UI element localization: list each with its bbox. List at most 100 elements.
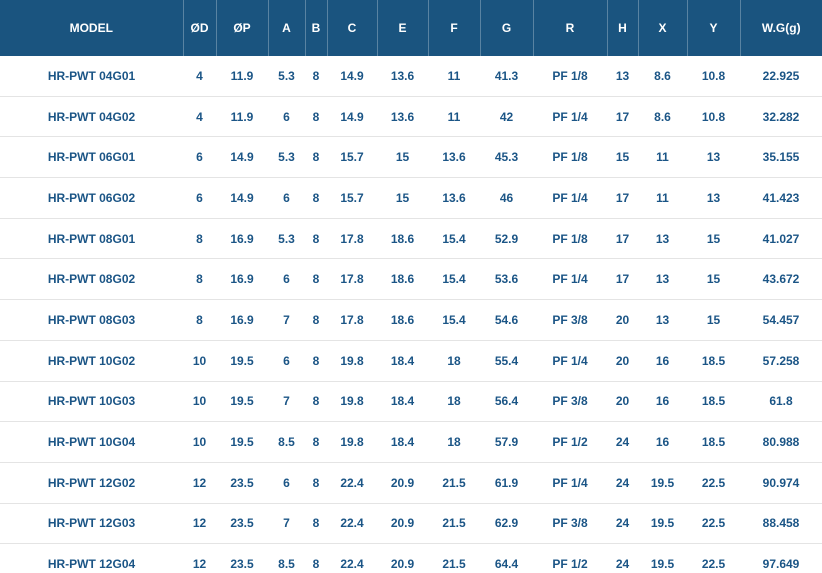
cell: 23.5 (216, 543, 268, 573)
cell: 24 (607, 543, 638, 573)
cell: 13 (607, 56, 638, 97)
column-header: H (606, 0, 638, 56)
cell: 56.4 (480, 380, 533, 422)
cell: 22.4 (327, 543, 377, 573)
cell: 15 (687, 258, 740, 300)
cell: 23.5 (216, 461, 268, 504)
cell: 61.9 (480, 461, 533, 504)
cell: 5.3 (268, 136, 305, 178)
cell: 19.5 (216, 421, 268, 463)
cell: 13 (638, 299, 687, 341)
cell: 19.8 (327, 421, 377, 463)
model-cell: HR-PWT 06G02 (0, 177, 183, 219)
cell: 55.4 (480, 339, 533, 381)
cell: 18 (428, 380, 480, 422)
cell: 10 (183, 339, 216, 381)
column-header: X (637, 0, 687, 56)
column-header: Y (686, 0, 740, 56)
cell: 15 (377, 177, 428, 219)
cell: 16 (638, 421, 687, 463)
model-cell: HR-PWT 08G01 (0, 217, 183, 259)
cell: 19.8 (327, 339, 377, 381)
model-cell: HR-PWT 06G01 (0, 136, 183, 178)
cell: 54.457 (740, 299, 822, 341)
table-header: MODEL ØD ØP A B C E F G R H X Y W.G(g) (0, 0, 822, 56)
cell: 41.027 (740, 217, 822, 259)
cell: PF 3/8 (533, 380, 607, 422)
cell: 12 (183, 543, 216, 573)
cell: PF 1/2 (533, 421, 607, 463)
cell: 14.9 (327, 56, 377, 97)
cell: 7 (268, 502, 305, 544)
cell: 8 (305, 258, 327, 300)
table-row: HR-PWT 12G02 12 23.5 6 8 22.4 20.9 21.5 61.9 PF 1… (0, 461, 822, 504)
table-row: HR-PWT 12G03 12 23.5 7 8 22.4 20.9 21.5 62.9 PF 3… (0, 502, 822, 544)
cell: 64.4 (480, 543, 533, 573)
model-cell: HR-PWT 12G03 (0, 502, 183, 544)
cell: 8 (305, 380, 327, 422)
cell: 15 (687, 299, 740, 341)
cell: 18.4 (377, 380, 428, 422)
table-row: HR-PWT 06G01 6 14.9 5.3 8 15.7 15 13.6 45.3 PF 1/… (0, 136, 822, 178)
cell: 15 (687, 217, 740, 259)
table-row: HR-PWT 08G01 8 16.9 5.3 8 17.8 18.6 15.4 52.9 PF … (0, 217, 822, 259)
column-header: MODEL (0, 0, 183, 56)
cell: 17 (607, 258, 638, 300)
column-header: B (304, 0, 327, 56)
cell: 13 (638, 217, 687, 259)
cell: 15 (607, 136, 638, 178)
cell: 5.3 (268, 217, 305, 259)
cell: 20.9 (377, 502, 428, 544)
cell: 57.9 (480, 421, 533, 463)
cell: 52.9 (480, 217, 533, 259)
cell: 10 (183, 421, 216, 463)
cell: PF 1/8 (533, 56, 607, 97)
cell: 11 (428, 95, 480, 137)
model-cell: HR-PWT 08G03 (0, 299, 183, 341)
cell: 8 (305, 56, 327, 97)
cell: 17.8 (327, 299, 377, 341)
cell: 8 (305, 461, 327, 504)
cell: 6 (183, 136, 216, 178)
cell: PF 1/8 (533, 136, 607, 178)
cell: 19.5 (216, 339, 268, 381)
cell: 8 (305, 543, 327, 573)
cell: 46 (480, 177, 533, 219)
cell: 15.4 (428, 217, 480, 259)
cell: 90.974 (740, 461, 822, 504)
cell: PF 1/4 (533, 258, 607, 300)
cell: 16.9 (216, 299, 268, 341)
cell: 19.8 (327, 380, 377, 422)
cell: 57.258 (740, 339, 822, 381)
cell: 15.7 (327, 177, 377, 219)
cell: 6 (268, 339, 305, 381)
column-header: A (267, 0, 305, 56)
cell: 61.8 (740, 380, 822, 422)
cell: 62.9 (480, 502, 533, 544)
header-row: MODEL ØD ØP A B C E F G R H X Y W.G(g) (0, 0, 822, 56)
cell: 17.8 (327, 258, 377, 300)
cell: 19.5 (638, 461, 687, 504)
cell: 8.6 (638, 95, 687, 137)
cell: 15.4 (428, 299, 480, 341)
table-row: HR-PWT 08G02 8 16.9 6 8 17.8 18.6 15.4 53.6 PF 1/… (0, 258, 822, 300)
cell: 18.6 (377, 217, 428, 259)
cell: 8 (305, 502, 327, 544)
cell: 21.5 (428, 543, 480, 573)
cell: 10.8 (687, 56, 740, 97)
column-header: W.G(g) (739, 0, 822, 56)
cell: 21.5 (428, 502, 480, 544)
cell: 19.5 (216, 380, 268, 422)
column-header: F (427, 0, 480, 56)
cell: 53.6 (480, 258, 533, 300)
cell: 32.282 (740, 95, 822, 137)
cell: 15 (377, 136, 428, 178)
cell: 42 (480, 95, 533, 137)
cell: 24 (607, 421, 638, 463)
cell: 22.925 (740, 56, 822, 97)
cell: PF 3/8 (533, 502, 607, 544)
cell: 41.423 (740, 177, 822, 219)
cell: 17.8 (327, 217, 377, 259)
cell: 6 (268, 461, 305, 504)
table-row: HR-PWT 04G01 4 11.9 5.3 8 14.9 13.6 11 41.3 PF 1/… (0, 56, 822, 97)
